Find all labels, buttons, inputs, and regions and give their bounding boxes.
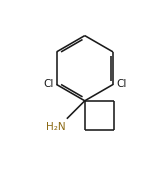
Text: H₂N: H₂N <box>46 122 66 132</box>
Text: Cl: Cl <box>43 79 54 89</box>
Text: Cl: Cl <box>116 79 126 89</box>
